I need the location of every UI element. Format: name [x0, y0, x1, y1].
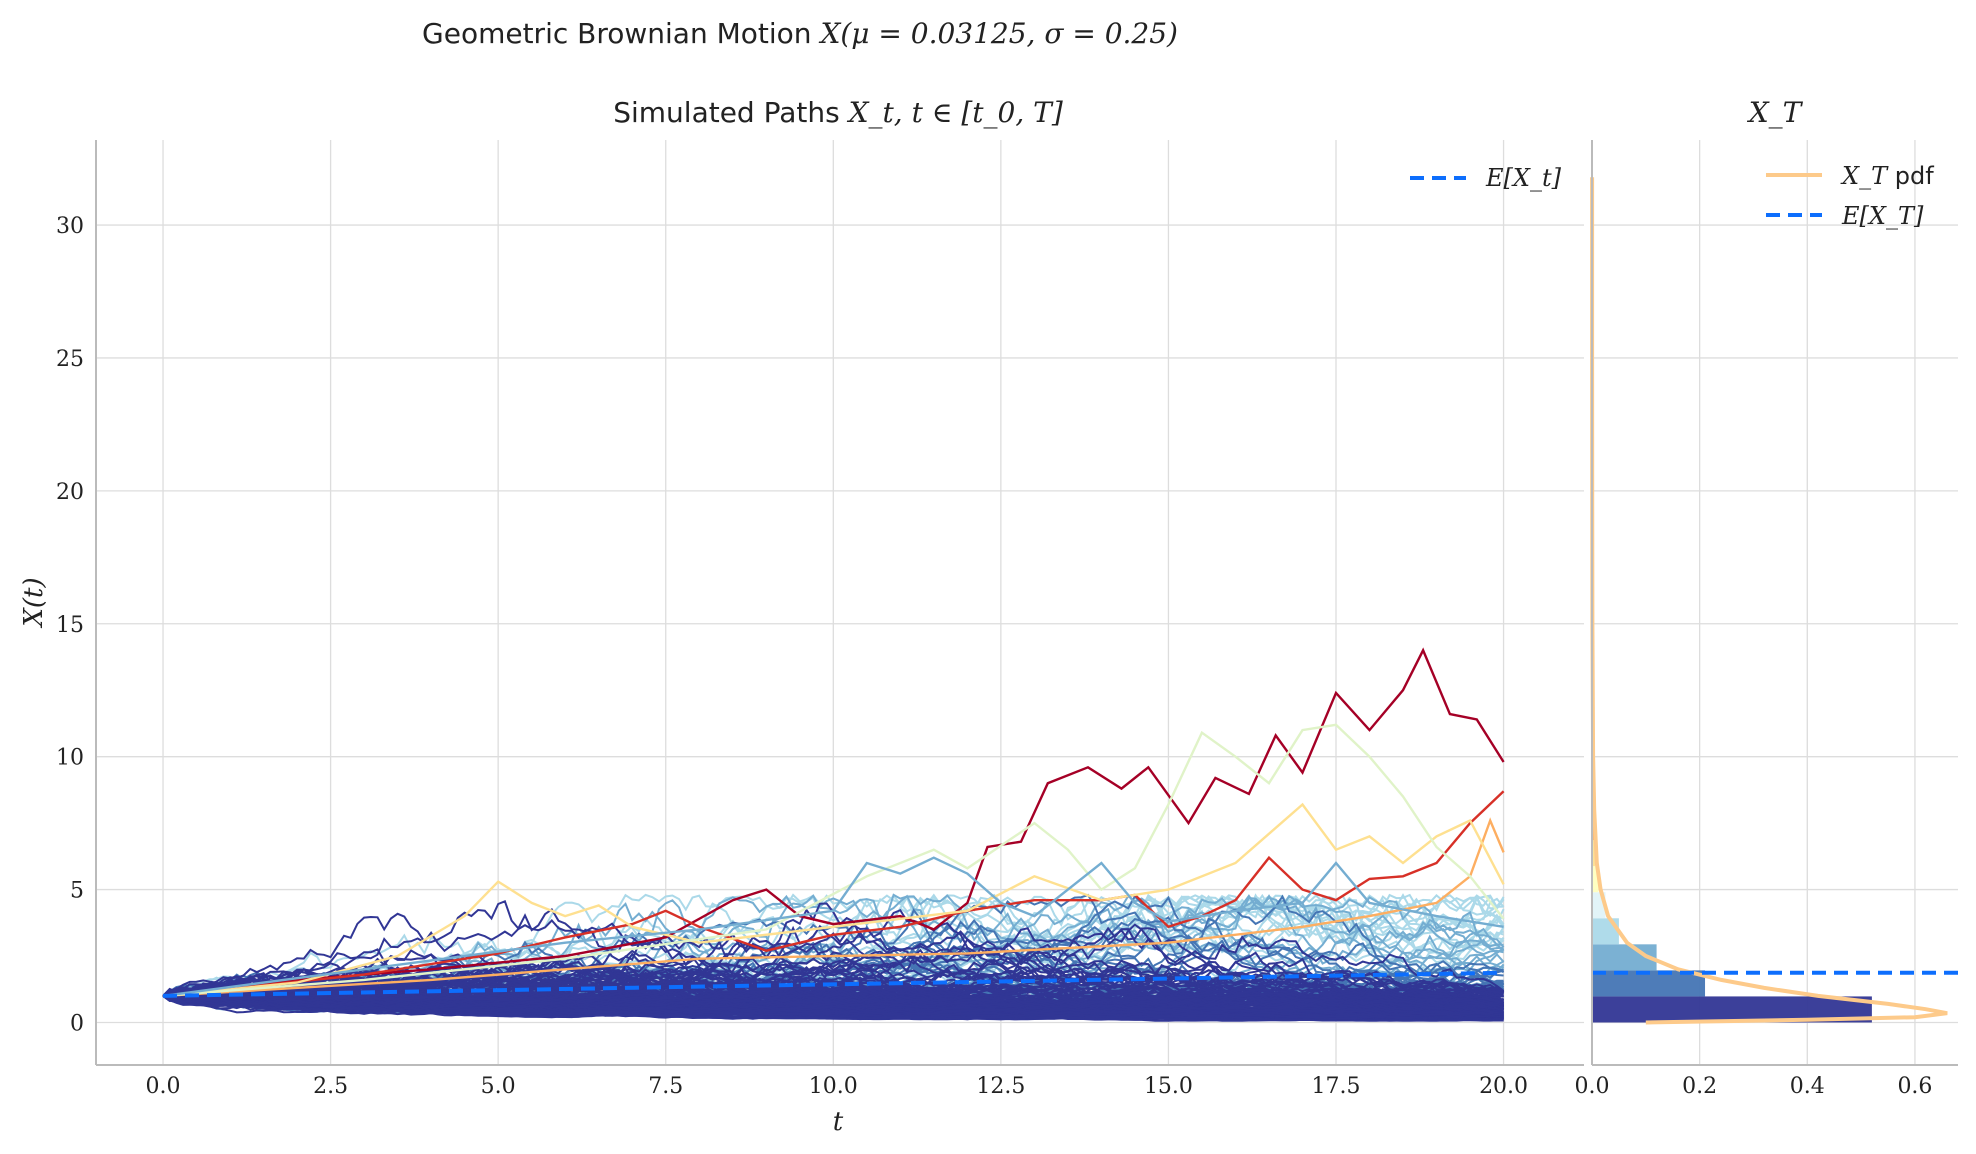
paths-panel: Simulated Paths X_t, t ∈ [t_0, T] 0.0 2.5…	[19, 96, 1584, 1137]
paths-x-tick-label: 15.0	[1144, 1074, 1193, 1099]
terminal-legend-pdf-text: pdf	[1887, 162, 1934, 190]
terminal-pdf-curve	[1590, 177, 1948, 1025]
figure-suptitle: Geometric Brownian Motion X(μ = 0.03125,…	[422, 17, 1178, 50]
terminal-legend-pdf-label: X_T pdf	[1840, 162, 1934, 190]
paths-x-tick-label: 5.0	[481, 1074, 516, 1099]
paths-y-tick-label: 30	[56, 214, 84, 239]
terminal-distribution-panel: X_T 0.0 0.2 0.4 0.6 X_T pdf E[X_T]	[1575, 96, 1958, 1099]
paths-highlight-path	[162, 723, 1505, 998]
paths-background-path	[162, 989, 1504, 1021]
terminal-x-tick-label: 0.2	[1682, 1074, 1717, 1099]
terminal-x-tick-label: 0.6	[1897, 1074, 1932, 1099]
terminal-legend: X_T pdf E[X_T]	[1766, 162, 1934, 230]
terminal-grid	[1591, 140, 1958, 1065]
paths-highlight-path	[162, 856, 1504, 998]
paths-highlight-path	[162, 817, 1505, 998]
paths-background-path	[162, 994, 1504, 1022]
paths-legend-label: E[X_t]	[1485, 164, 1562, 192]
paths-panel-title: Simulated Paths X_t, t ∈ [t_0, T]	[613, 96, 1063, 129]
paths-y-tick-label: 0	[70, 1011, 84, 1036]
paths-y-tick-label: 5	[70, 879, 84, 904]
paths-y-tick-label: 25	[56, 347, 84, 372]
paths-ticks: 0.0 2.5 5.0 7.5 10.0 12.5 15.0 17.5 20.0 0 5 10 15 20…	[56, 214, 1528, 1099]
paths-x-tick-label: 10.0	[809, 1074, 858, 1099]
paths-highlight-path	[162, 802, 1505, 998]
paths-y-tick-label: 15	[56, 613, 84, 638]
terminal-legend-exp-label: E[X_T]	[1841, 202, 1924, 230]
paths-expected-line	[162, 970, 1504, 998]
paths-y-tick-label: 20	[56, 480, 84, 505]
paths-x-tick-label: 0.0	[146, 1074, 181, 1099]
paths-grid	[96, 140, 1584, 1065]
paths-title-math: X_t, t ∈ [t_0, T]	[847, 96, 1063, 129]
paths-x-tick-label: 12.5	[976, 1074, 1025, 1099]
terminal-x-tick-label: 0.0	[1575, 1074, 1610, 1099]
terminal-ticks: 0.0 0.2 0.4 0.6	[1575, 1074, 1933, 1099]
figure-suptitle-text: Geometric Brownian Motion	[422, 17, 820, 50]
terminal-histogram-bar	[1592, 840, 1596, 867]
paths-y-label: X(t)	[19, 577, 49, 628]
terminal-legend-pdf-math: X_T	[1840, 162, 1889, 190]
paths-highlight-path	[162, 647, 1505, 998]
paths-x-label: t	[833, 1107, 844, 1137]
paths-x-tick-label: 2.5	[313, 1074, 348, 1099]
paths-title-text: Simulated Paths	[613, 96, 848, 129]
paths-x-tick-label: 17.5	[1312, 1074, 1361, 1099]
paths-legend: E[X_t]	[1410, 164, 1562, 192]
terminal-histogram-bar	[1592, 866, 1599, 893]
figure-suptitle-math: X(μ = 0.03125, σ = 0.25)	[818, 17, 1178, 50]
paths-y-tick-label: 10	[56, 746, 84, 771]
terminal-panel-title: X_T	[1747, 96, 1804, 129]
terminal-x-tick-label: 0.4	[1790, 1074, 1825, 1099]
paths-x-tick-label: 7.5	[648, 1074, 683, 1099]
paths-x-tick-label: 20.0	[1479, 1074, 1528, 1099]
